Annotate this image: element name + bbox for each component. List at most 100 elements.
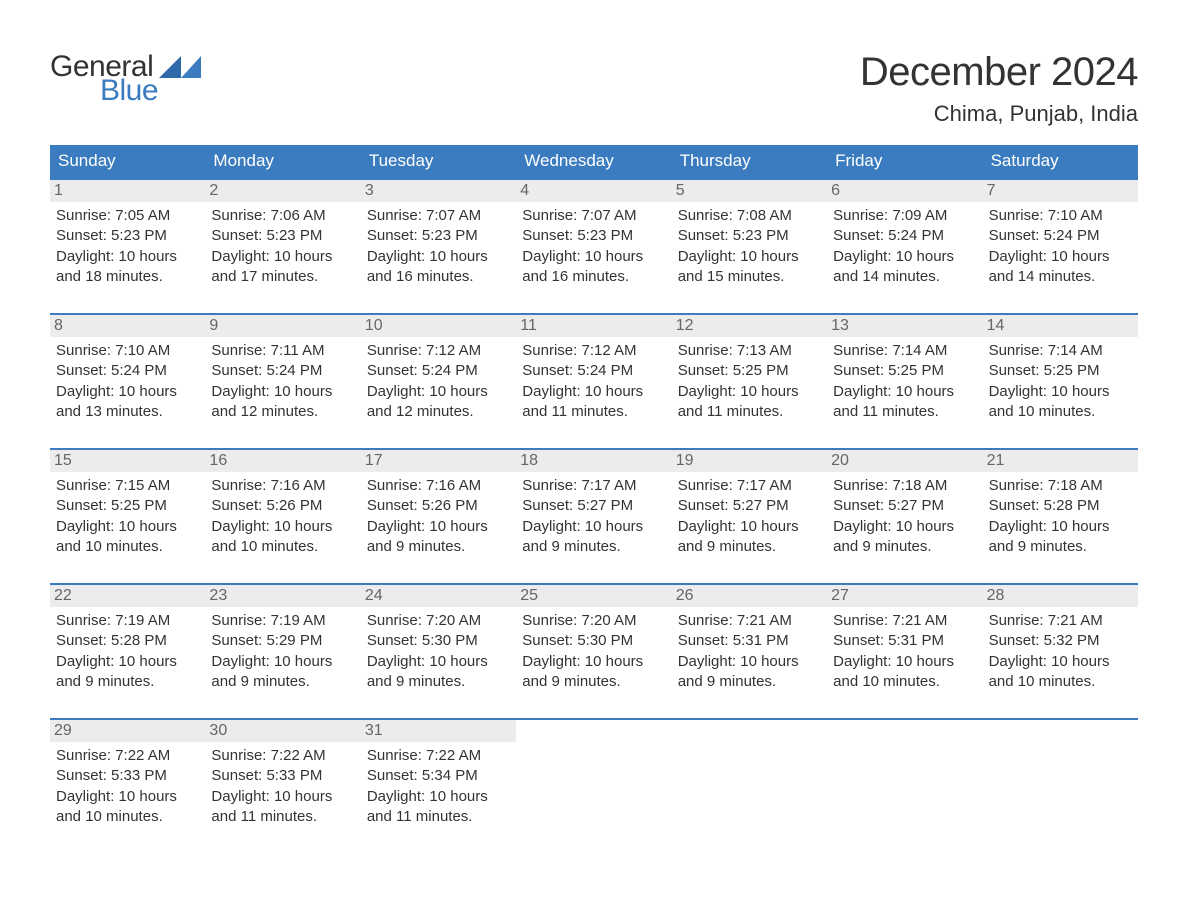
sunrise-text: Sunrise: 7:18 AM	[833, 476, 976, 496]
daylight-text: Daylight: 10 hours and 12 minutes.	[211, 382, 354, 423]
sunset-text: Sunset: 5:31 PM	[833, 631, 976, 651]
day-cell	[983, 720, 1138, 831]
day-cell: 9 Sunrise: 7:11 AMSunset: 5:24 PMDaylight…	[205, 315, 360, 426]
day-cell: 19Sunrise: 7:17 AMSunset: 5:27 PMDayligh…	[672, 450, 827, 561]
daylight-text: Daylight: 10 hours and 12 minutes.	[367, 382, 510, 423]
day-body: Sunrise: 7:22 AMSunset: 5:33 PMDaylight:…	[211, 746, 354, 831]
sunset-text: Sunset: 5:32 PM	[989, 631, 1132, 651]
dow-friday: Friday	[827, 145, 982, 178]
day-body: Sunrise: 7:17 AMSunset: 5:27 PMDaylight:…	[522, 476, 665, 561]
day-cell: 18Sunrise: 7:17 AMSunset: 5:27 PMDayligh…	[516, 450, 671, 561]
sunset-text: Sunset: 5:25 PM	[833, 361, 976, 381]
day-body: Sunrise: 7:21 AMSunset: 5:31 PMDaylight:…	[678, 611, 821, 696]
day-cell: 7 Sunrise: 7:10 AMSunset: 5:24 PMDaylight…	[983, 180, 1138, 291]
day-cell: 2Sunrise: 7:06 AMSunset: 5:23 PMDaylight…	[205, 180, 360, 291]
daylight-text: Daylight: 10 hours and 11 minutes.	[211, 787, 354, 828]
header: General Blue December 2024 Chima, Punjab…	[50, 50, 1138, 127]
day-cell: 22Sunrise: 7:19 AMSunset: 5:28 PMDayligh…	[50, 585, 205, 696]
title-block: December 2024 Chima, Punjab, India	[860, 50, 1138, 127]
day-number: 26	[672, 585, 827, 607]
day-number: 16	[205, 450, 360, 472]
sunrise-text: Sunrise: 7:21 AM	[678, 611, 821, 631]
sunrise-text: Sunrise: 7:17 AM	[522, 476, 665, 496]
day-number: 22	[50, 585, 205, 607]
day-body: Sunrise: 7:15 AMSunset: 5:25 PMDaylight:…	[56, 476, 199, 561]
daylight-text: Daylight: 10 hours and 9 minutes.	[367, 652, 510, 693]
day-body: Sunrise: 7:11 AMSunset: 5:24 PMDaylight:…	[211, 341, 354, 426]
day-body: Sunrise: 7:07 AMSunset: 5:23 PMDaylight:…	[367, 206, 510, 291]
sunrise-text: Sunrise: 7:19 AM	[56, 611, 199, 631]
sunset-text: Sunset: 5:27 PM	[522, 496, 665, 516]
daylight-text: Daylight: 10 hours and 11 minutes.	[367, 787, 510, 828]
day-body: Sunrise: 7:18 AMSunset: 5:28 PMDaylight:…	[989, 476, 1132, 561]
day-cell: 30 Sunrise: 7:22 AMSunset: 5:33 PMDayligh…	[205, 720, 360, 831]
day-body: Sunrise: 7:20 AMSunset: 5:30 PMDaylight:…	[522, 611, 665, 696]
day-body: Sunrise: 7:05 AMSunset: 5:23 PMDaylight:…	[56, 206, 199, 291]
week-row: 22Sunrise: 7:19 AMSunset: 5:28 PMDayligh…	[50, 583, 1138, 696]
day-cell: 15Sunrise: 7:15 AMSunset: 5:25 PMDayligh…	[50, 450, 205, 561]
empty-day	[827, 720, 982, 741]
sunset-text: Sunset: 5:23 PM	[522, 226, 665, 246]
daylight-text: Daylight: 10 hours and 14 minutes.	[833, 247, 976, 288]
sunrise-text: Sunrise: 7:07 AM	[367, 206, 510, 226]
day-number: 9	[205, 315, 360, 337]
sunset-text: Sunset: 5:30 PM	[367, 631, 510, 651]
day-cell: 6Sunrise: 7:09 AMSunset: 5:24 PMDaylight…	[827, 180, 982, 291]
day-number: 7	[983, 180, 1138, 202]
day-cell: 4Sunrise: 7:07 AMSunset: 5:23 PMDaylight…	[516, 180, 671, 291]
sunrise-text: Sunrise: 7:11 AM	[211, 341, 354, 361]
logo-blue-text: Blue	[100, 74, 201, 108]
dow-row: Sunday Monday Tuesday Wednesday Thursday…	[50, 145, 1138, 178]
sunrise-text: Sunrise: 7:19 AM	[211, 611, 354, 631]
sunset-text: Sunset: 5:23 PM	[211, 226, 354, 246]
sunrise-text: Sunrise: 7:20 AM	[522, 611, 665, 631]
day-number: 20	[827, 450, 982, 472]
day-number: 10	[361, 315, 516, 337]
day-number: 30	[205, 720, 360, 742]
sunrise-text: Sunrise: 7:09 AM	[833, 206, 976, 226]
day-cell	[827, 720, 982, 831]
day-body: Sunrise: 7:10 AMSunset: 5:24 PMDaylight:…	[56, 341, 199, 426]
day-body: Sunrise: 7:07 AMSunset: 5:23 PMDaylight:…	[522, 206, 665, 291]
sunset-text: Sunset: 5:24 PM	[56, 361, 199, 381]
day-cell: 1Sunrise: 7:05 AMSunset: 5:23 PMDaylight…	[50, 180, 205, 291]
page: General Blue December 2024 Chima, Punjab…	[0, 0, 1188, 871]
daylight-text: Daylight: 10 hours and 13 minutes.	[56, 382, 199, 423]
sunrise-text: Sunrise: 7:18 AM	[989, 476, 1132, 496]
day-cell	[516, 720, 671, 831]
location: Chima, Punjab, India	[860, 101, 1138, 127]
sunset-text: Sunset: 5:23 PM	[56, 226, 199, 246]
day-body: Sunrise: 7:17 AMSunset: 5:27 PMDaylight:…	[678, 476, 821, 561]
day-body: Sunrise: 7:22 AMSunset: 5:33 PMDaylight:…	[56, 746, 199, 831]
day-cell: 16Sunrise: 7:16 AMSunset: 5:26 PMDayligh…	[205, 450, 360, 561]
week-row: 1Sunrise: 7:05 AMSunset: 5:23 PMDaylight…	[50, 178, 1138, 291]
dow-sunday: Sunday	[50, 145, 205, 178]
daylight-text: Daylight: 10 hours and 10 minutes.	[56, 787, 199, 828]
day-body: Sunrise: 7:12 AMSunset: 5:24 PMDaylight:…	[367, 341, 510, 426]
daylight-text: Daylight: 10 hours and 11 minutes.	[522, 382, 665, 423]
day-body: Sunrise: 7:21 AMSunset: 5:32 PMDaylight:…	[989, 611, 1132, 696]
daylight-text: Daylight: 10 hours and 9 minutes.	[678, 652, 821, 693]
day-number: 13	[827, 315, 982, 337]
sunset-text: Sunset: 5:23 PM	[678, 226, 821, 246]
daylight-text: Daylight: 10 hours and 9 minutes.	[678, 517, 821, 558]
sunset-text: Sunset: 5:27 PM	[678, 496, 821, 516]
daylight-text: Daylight: 10 hours and 10 minutes.	[833, 652, 976, 693]
day-number: 23	[205, 585, 360, 607]
sunset-text: Sunset: 5:30 PM	[522, 631, 665, 651]
sunrise-text: Sunrise: 7:10 AM	[989, 206, 1132, 226]
day-cell: 13Sunrise: 7:14 AMSunset: 5:25 PMDayligh…	[827, 315, 982, 426]
calendar: Sunday Monday Tuesday Wednesday Thursday…	[50, 145, 1138, 831]
day-cell: 31Sunrise: 7:22 AMSunset: 5:34 PMDayligh…	[361, 720, 516, 831]
daylight-text: Daylight: 10 hours and 11 minutes.	[833, 382, 976, 423]
day-cell: 17Sunrise: 7:16 AMSunset: 5:26 PMDayligh…	[361, 450, 516, 561]
sunrise-text: Sunrise: 7:05 AM	[56, 206, 199, 226]
day-body: Sunrise: 7:21 AMSunset: 5:31 PMDaylight:…	[833, 611, 976, 696]
daylight-text: Daylight: 10 hours and 14 minutes.	[989, 247, 1132, 288]
day-number: 3	[361, 180, 516, 202]
sunset-text: Sunset: 5:24 PM	[522, 361, 665, 381]
sunset-text: Sunset: 5:27 PM	[833, 496, 976, 516]
sunset-text: Sunset: 5:24 PM	[989, 226, 1132, 246]
sunset-text: Sunset: 5:23 PM	[367, 226, 510, 246]
logo: General Blue	[50, 50, 201, 108]
